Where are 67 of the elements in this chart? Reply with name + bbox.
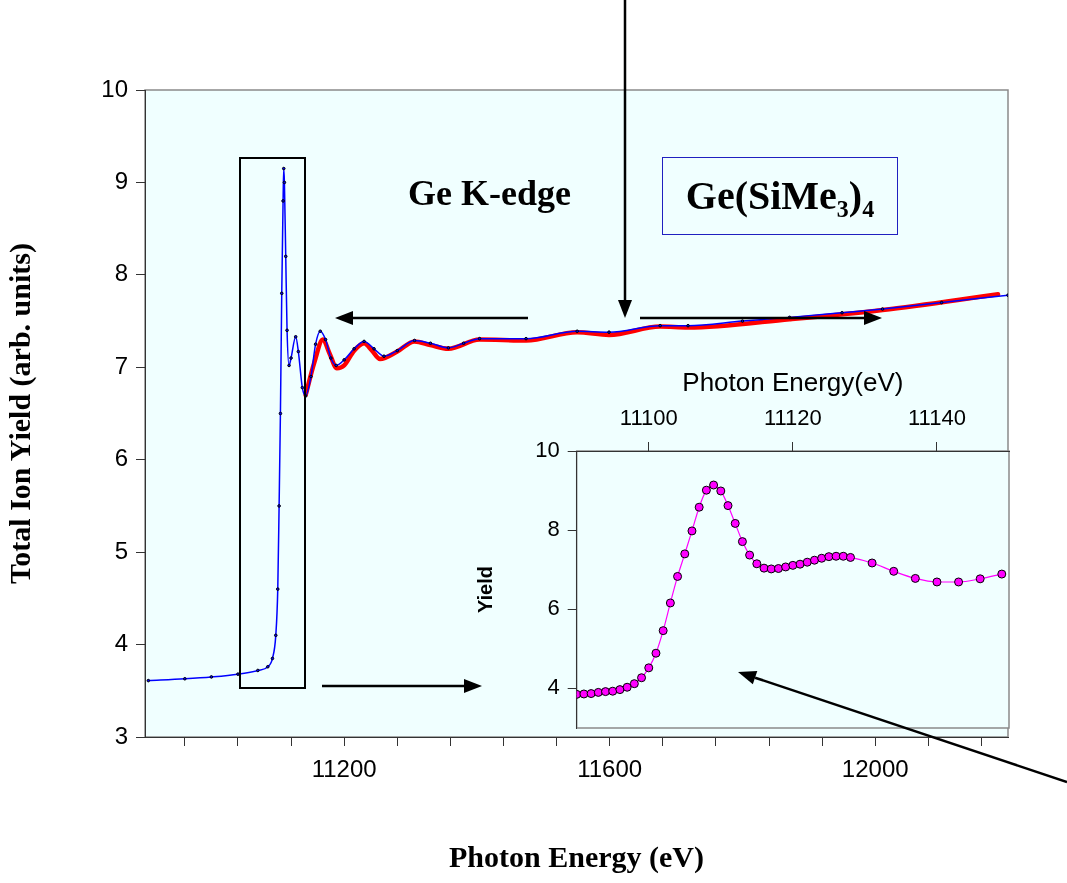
y-tick-label: 5 [114,536,128,564]
point [745,550,755,560]
y-tick-label: 10 [101,74,128,102]
point [637,673,647,683]
y-tick-label: 6 [547,595,560,621]
point [824,552,834,562]
x-tick-label: 12000 [841,755,909,783]
point [845,552,855,562]
point [629,679,639,689]
point [752,559,762,569]
point [788,560,798,570]
point [723,501,733,511]
point [997,569,1007,579]
point [889,566,899,576]
point [622,682,632,692]
point [651,648,661,658]
point [910,573,920,583]
y-tick-label: 7 [114,351,128,379]
point [737,537,747,547]
point [694,502,704,512]
point [730,518,740,528]
point [701,485,711,495]
x-axis-title: Photon Energy (eV) [449,839,704,874]
point [644,663,654,673]
y-tick-label: 8 [547,516,560,542]
point [687,526,697,536]
point [709,480,719,490]
point [831,551,841,561]
annotation: Ge K-edge [408,172,571,214]
point [759,563,769,573]
point [802,557,812,567]
point [795,559,805,569]
x-tick-label: 11200 [311,755,377,783]
point [716,486,726,496]
point [809,555,819,565]
point [586,689,596,699]
point [579,689,589,699]
point [867,558,877,568]
point [673,571,683,581]
point [817,553,827,563]
y-tick-label: 4 [547,674,560,700]
y-tick-label: 9 [114,167,128,195]
point [593,687,603,697]
y-axis-title: Yield [473,565,496,614]
x-tick-label: 11100 [619,404,678,430]
point [932,577,942,587]
y-tick-label: 10 [535,437,560,463]
x-tick-label: 11120 [763,404,822,430]
y-tick-label: 4 [114,629,128,657]
annotation: Ge(SiMe₃)₄ [662,157,898,235]
point [665,598,675,608]
y-tick-label: 3 [114,721,128,749]
x-tick-label: 11600 [577,755,643,783]
y-tick-label: 6 [114,444,128,472]
x-axis-title: Photon Energy(eV) [682,366,904,397]
x-tick-label: 11140 [907,404,966,430]
y-tick-label: 8 [114,259,128,287]
y-axis-title: Total Ion Yield (arb. units) [2,243,37,584]
point [954,577,964,587]
point [781,562,791,572]
point [773,564,783,574]
point [680,549,690,559]
point [766,564,776,574]
point [658,626,668,636]
point [615,685,625,695]
point [975,574,985,584]
point [838,551,848,561]
